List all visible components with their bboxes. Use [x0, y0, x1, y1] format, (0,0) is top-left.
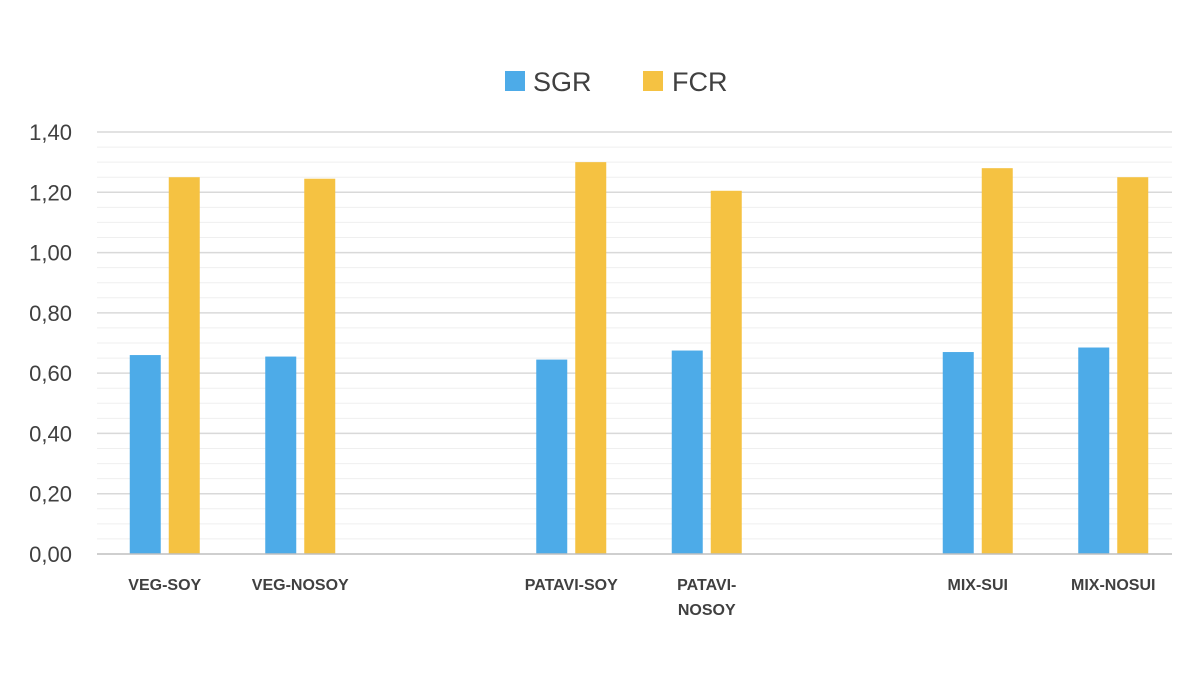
legend-swatch-sgr — [505, 71, 525, 91]
y-tick-label: 1,40 — [29, 120, 72, 145]
y-axis-tick-labels: 0,00 0,20 0,40 0,60 0,80 1,00 1,20 1,40 — [29, 120, 72, 567]
y-tick-label: 0,80 — [29, 301, 72, 326]
bar-fcr — [710, 190, 742, 554]
y-tick-label: 0,60 — [29, 361, 72, 386]
y-tick-label: 1,20 — [29, 180, 72, 205]
legend: SGR FCR — [505, 67, 728, 97]
x-category-label: PATAVI-SOY — [525, 577, 618, 594]
x-category-label: PATAVI- — [677, 577, 736, 594]
y-tick-label: 1,00 — [29, 241, 72, 266]
bar-fcr — [981, 168, 1013, 554]
bar-fcr — [575, 162, 607, 554]
x-category-label: VEG-SOY — [128, 577, 201, 594]
x-category-label: VEG-NOSOY — [252, 577, 349, 594]
bar-fcr — [168, 177, 200, 554]
legend-swatch-fcr — [643, 71, 663, 91]
bar-sgr — [536, 359, 568, 554]
x-category-label: MIX-NOSUI — [1071, 577, 1155, 594]
bar-sgr — [265, 356, 297, 554]
x-axis-category-labels: VEG-SOY VEG-NOSOY PATAVI-SOY PATAVI- NOSOY MI… — [128, 577, 1155, 619]
x-category-label: NOSOY — [678, 602, 736, 619]
y-tick-label: 0,40 — [29, 421, 72, 446]
legend-label-fcr: FCR — [672, 67, 728, 97]
bar-fcr — [1117, 177, 1149, 554]
bar-sgr — [942, 352, 974, 554]
y-tick-label: 0,00 — [29, 542, 72, 567]
bar-sgr — [1078, 347, 1110, 554]
bar-sgr — [671, 350, 703, 554]
bars — [129, 162, 1149, 554]
x-category-label: MIX-SUI — [948, 577, 1008, 594]
bar-fcr — [304, 178, 336, 554]
legend-label-sgr: SGR — [533, 67, 592, 97]
bar-sgr — [129, 355, 161, 554]
y-tick-label: 0,20 — [29, 482, 72, 507]
